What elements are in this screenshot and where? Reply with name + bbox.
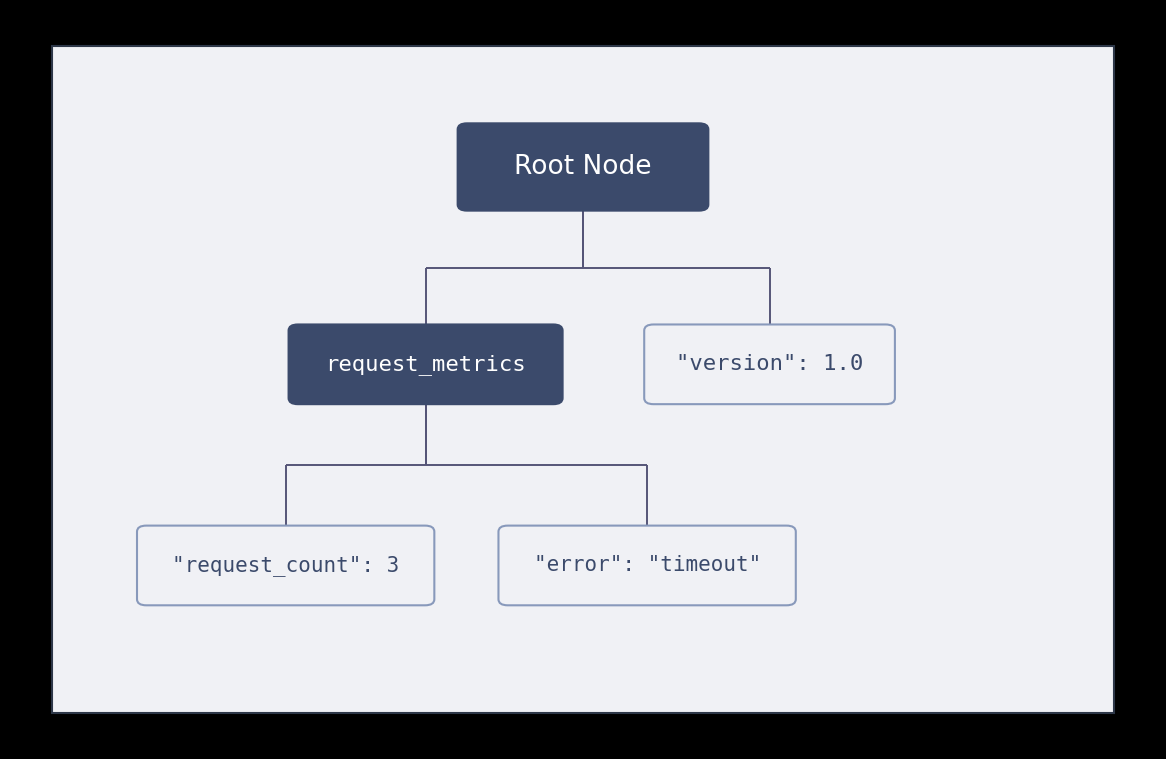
FancyBboxPatch shape — [644, 324, 895, 404]
Text: request_metrics: request_metrics — [325, 354, 526, 375]
FancyBboxPatch shape — [288, 324, 563, 404]
Text: "request_count": 3: "request_count": 3 — [173, 555, 399, 576]
FancyBboxPatch shape — [138, 525, 434, 606]
FancyBboxPatch shape — [457, 123, 709, 210]
Text: "error": "timeout": "error": "timeout" — [534, 556, 760, 575]
FancyBboxPatch shape — [499, 525, 796, 606]
Text: Root Node: Root Node — [514, 154, 652, 180]
Text: "version": 1.0: "version": 1.0 — [676, 354, 863, 374]
FancyBboxPatch shape — [52, 46, 1114, 713]
